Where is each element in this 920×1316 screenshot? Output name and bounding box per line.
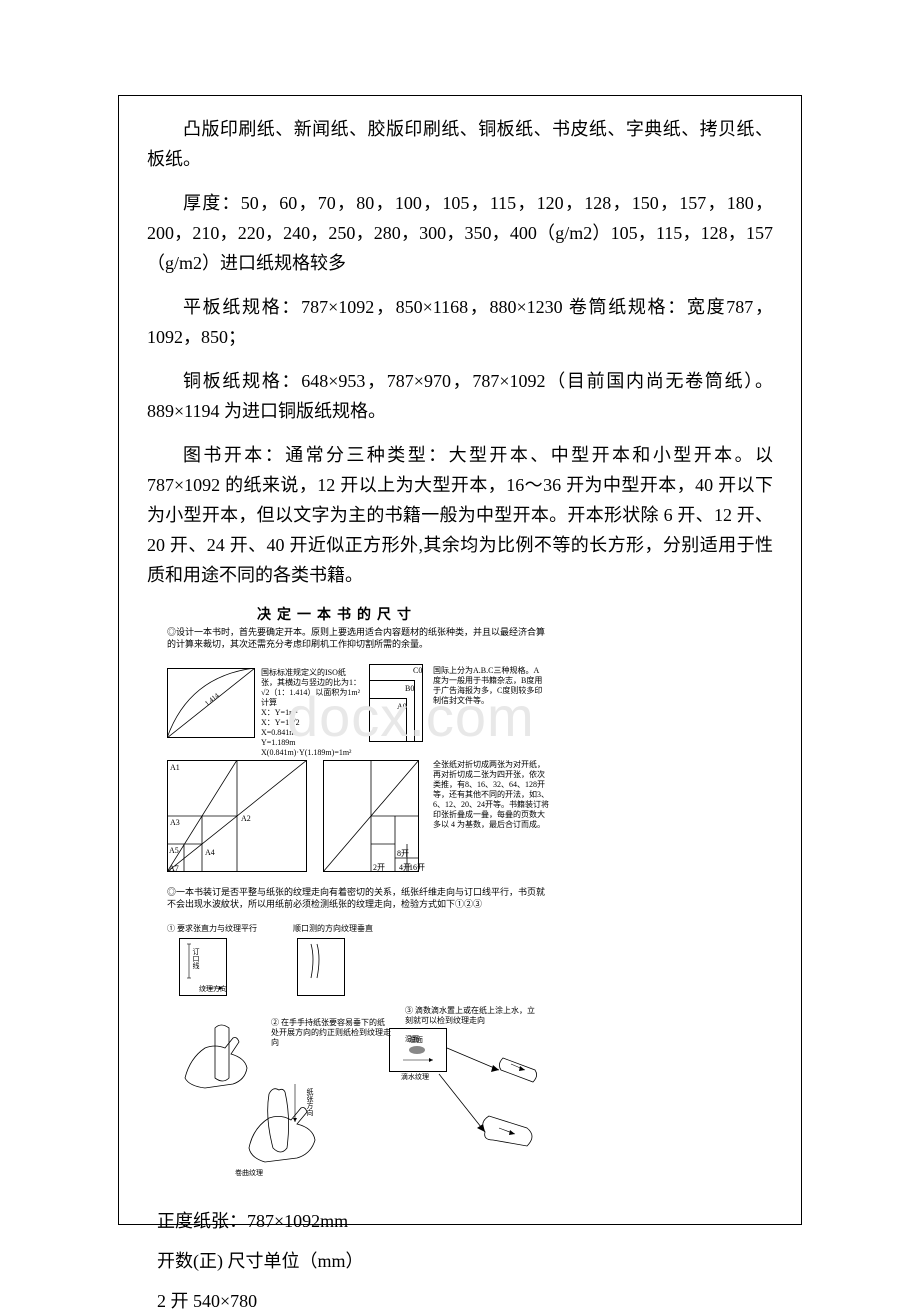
label-a7: A7 xyxy=(169,864,179,873)
label-a1: A1 xyxy=(170,763,180,772)
grain-description: ◎一本书装订是否平整与纸张的纹理走向有着密切的关系，纸张纤维走向与订口线平行，书… xyxy=(167,886,547,910)
grain-curve-2 xyxy=(297,938,345,996)
paragraph-flat-paper: 平板纸规格：787×1092，850×1168，880×1230 卷筒纸规格：宽… xyxy=(147,292,773,352)
label-a4: A4 xyxy=(205,848,215,857)
label-a3: A3 xyxy=(170,818,180,827)
iso-diagonal: 1.414 xyxy=(167,668,255,738)
page-frame: 凸版印刷纸、新闻纸、胶版印刷纸、铜板纸、书皮纸、字典纸、拷贝纸、板纸。 厚度：5… xyxy=(118,95,802,1225)
paragraph-copper-paper: 铜板纸规格：648×953，787×970，787×1092（目前国内尚无卷筒纸… xyxy=(147,366,773,426)
method1-label: ① 要求张直力与纹理平行 xyxy=(167,924,277,934)
label-b0: B0 xyxy=(405,684,414,693)
label-a0: A0 xyxy=(397,702,407,711)
label-c0: C0 xyxy=(413,666,422,675)
figure-book-size: docx.com 决定一本书的尺寸 ◎设计一本书时，首先要确定开本。原则上要选用… xyxy=(157,604,567,1194)
abc-description: 国际上分为A.B.C三种规格。A度为一般用于书籍杂志，B度用于广告海报为多，C度… xyxy=(433,666,543,706)
label-juanqu: 卷曲纹理 xyxy=(235,1168,263,1178)
label-2k: 2开 xyxy=(373,862,385,873)
hand-2 xyxy=(229,1078,339,1178)
label-dishui: 滴水纹理 xyxy=(401,1072,429,1082)
paragraph-book-format: 图书开本：通常分三种类型：大型开本、中型开本和小型开本。以787×1092 的纸… xyxy=(147,440,773,590)
method1b-label: 顺口测的方向纹理垂直 xyxy=(293,924,403,934)
figure-title: 决定一本书的尺寸 xyxy=(257,604,417,624)
paragraph-paper-types: 凸版印刷纸、新闻纸、胶版印刷纸、铜板纸、书皮纸、字典纸、拷贝纸、板纸。 xyxy=(147,114,773,174)
a-series-lines xyxy=(167,760,307,872)
svg-text:1.414: 1.414 xyxy=(203,691,221,707)
tail-paper-size: 正度纸张：787×1092mm xyxy=(157,1206,773,1236)
method2-label: ② 在手手持纸张要容易垂下的纸处开展方向的约正则纸检到纹理走向 xyxy=(271,1018,391,1048)
label-16k: 16开 xyxy=(409,862,425,873)
iso-description: 国标标准规定义的ISO纸张，其横边与竖边的比为1：√2（1：1.414）以面积为… xyxy=(261,668,361,758)
label-8k: 8开 xyxy=(397,848,409,859)
label-shidu: 湿面 xyxy=(405,1034,419,1044)
fold-description: 全张纸对折切成两张为对开纸，再对折切成二张为四开张，依次类推，有8、16、32、… xyxy=(433,760,549,830)
label-wenli: 纹理方向 xyxy=(199,984,227,994)
paragraph-thickness: 厚度：50，60，70，80，100，105，115，120，128，150，1… xyxy=(147,188,773,278)
label-zhizhang: 纸张方向 xyxy=(305,1088,315,1116)
label-dingkou: 订口线 xyxy=(191,948,201,969)
figure-intro: ◎设计一本书时，首先要确定开本。原则上要选用适合内容题材的纸张种类，并且以最经济… xyxy=(167,626,547,650)
label-a5: A5 xyxy=(169,846,179,855)
label-a2: A2 xyxy=(241,814,251,823)
tail-2k: 2 开 540×780 xyxy=(157,1286,773,1316)
tail-unit: 开数(正) 尺寸单位（mm） xyxy=(157,1246,773,1276)
